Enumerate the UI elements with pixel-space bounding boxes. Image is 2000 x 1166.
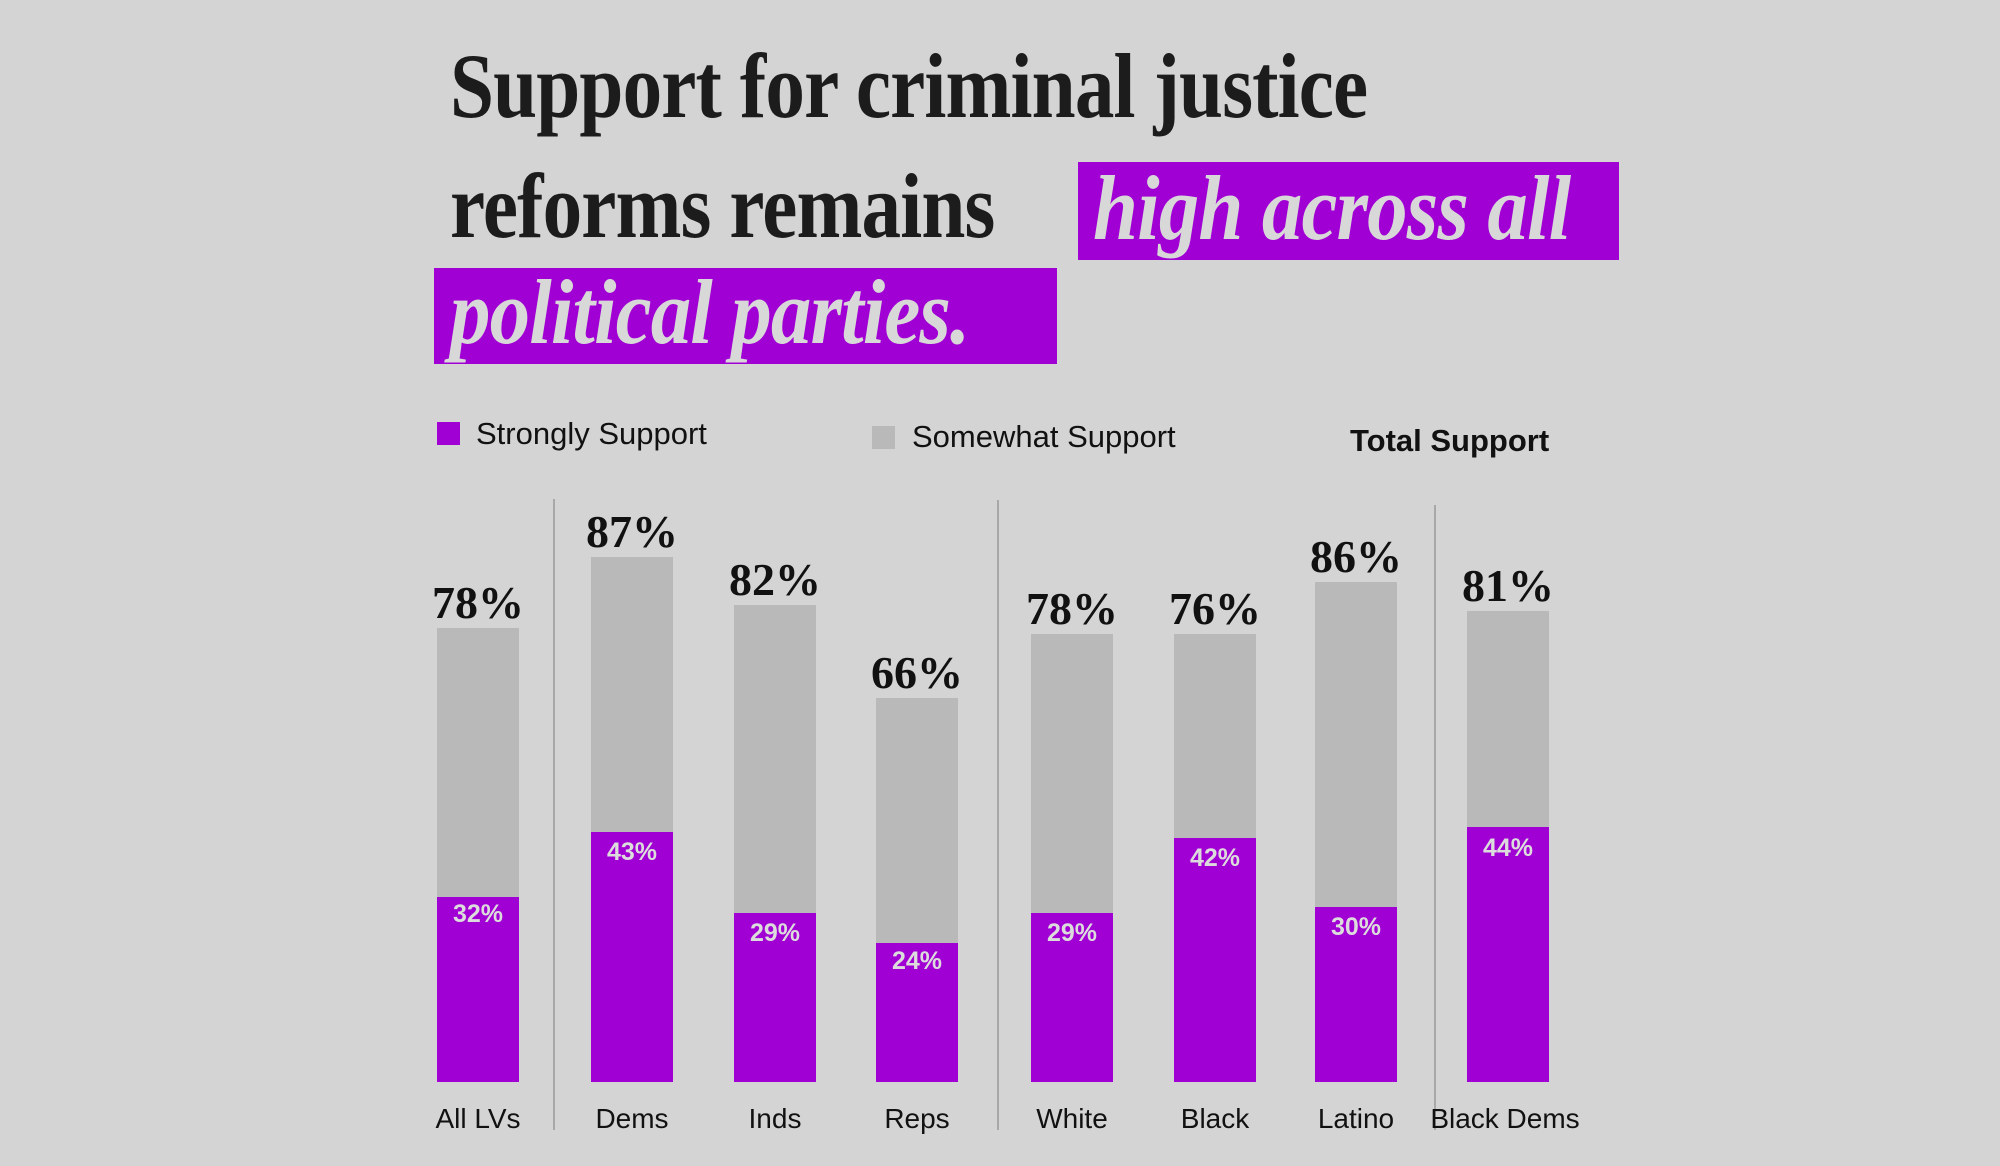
bar-strongly-support: [876, 943, 958, 1082]
strongly-support-label: 24%: [891, 947, 943, 975]
total-support-label: 78%: [432, 577, 524, 628]
chart-title-line-1: Support for criminal justice: [450, 35, 1368, 137]
group-divider: [997, 500, 999, 1130]
title-highlight-box-2: [434, 268, 1057, 364]
title-highlight-text-2: political parties.: [450, 261, 970, 363]
bar-somewhat-support: [591, 557, 673, 832]
total-support-label: 86%: [1310, 531, 1402, 582]
category-label: Latino: [1317, 1103, 1395, 1134]
group-divider: [1434, 505, 1436, 1130]
legend-label-total-support: Total Support: [1350, 423, 1550, 458]
strongly-support-label: 30%: [1330, 913, 1382, 941]
total-support-label: 76%: [1169, 583, 1261, 634]
legend-swatch-strongly-support: [437, 422, 460, 445]
total-support-label: 81%: [1462, 560, 1554, 611]
bar-somewhat-support: [1174, 634, 1256, 838]
group-divider: [553, 499, 555, 1130]
total-support-label: 78%: [1026, 583, 1118, 634]
bar-somewhat-support: [437, 628, 519, 897]
title-highlight-box-1: [1078, 162, 1619, 260]
bar-strongly-support: [591, 832, 673, 1082]
category-label: All LVs: [435, 1103, 521, 1134]
bar-strongly-support: [1467, 827, 1549, 1082]
total-support-label: 87%: [586, 506, 678, 557]
category-label: Inds: [748, 1103, 802, 1134]
bar-somewhat-support: [1315, 582, 1397, 907]
bar-strongly-support: [1174, 838, 1256, 1082]
total-support-label: 66%: [871, 647, 963, 698]
chart-title-line-2: reforms remains: [450, 155, 995, 257]
category-label: Dems: [595, 1103, 669, 1134]
category-label: Black: [1180, 1103, 1250, 1134]
bar-strongly-support: [1315, 907, 1397, 1082]
strongly-support-label: 32%: [452, 900, 504, 928]
total-support-label: 82%: [729, 554, 821, 605]
bar-somewhat-support: [1467, 611, 1549, 827]
strongly-support-label: 44%: [1482, 834, 1534, 862]
bar-somewhat-support: [1031, 634, 1113, 913]
category-label: Reps: [884, 1103, 950, 1134]
bar-somewhat-support: [876, 698, 958, 943]
legend-label-somewhat-support: Somewhat Support: [912, 419, 1176, 454]
bar-strongly-support: [437, 897, 519, 1082]
bar-strongly-support: [1031, 913, 1113, 1082]
strongly-support-label: 42%: [1189, 844, 1241, 872]
category-label: Black Dems: [1430, 1103, 1580, 1134]
strongly-support-label: 29%: [749, 919, 801, 947]
strongly-support-label: 43%: [606, 838, 658, 866]
legend-label-strongly-support: Strongly Support: [476, 416, 707, 451]
strongly-support-label: 29%: [1046, 919, 1098, 947]
title-highlight-text-1: high across all: [1093, 157, 1571, 259]
category-label: White: [1036, 1103, 1108, 1134]
legend-swatch-somewhat-support: [872, 426, 895, 449]
bar-somewhat-support: [734, 605, 816, 913]
bar-strongly-support: [734, 913, 816, 1082]
